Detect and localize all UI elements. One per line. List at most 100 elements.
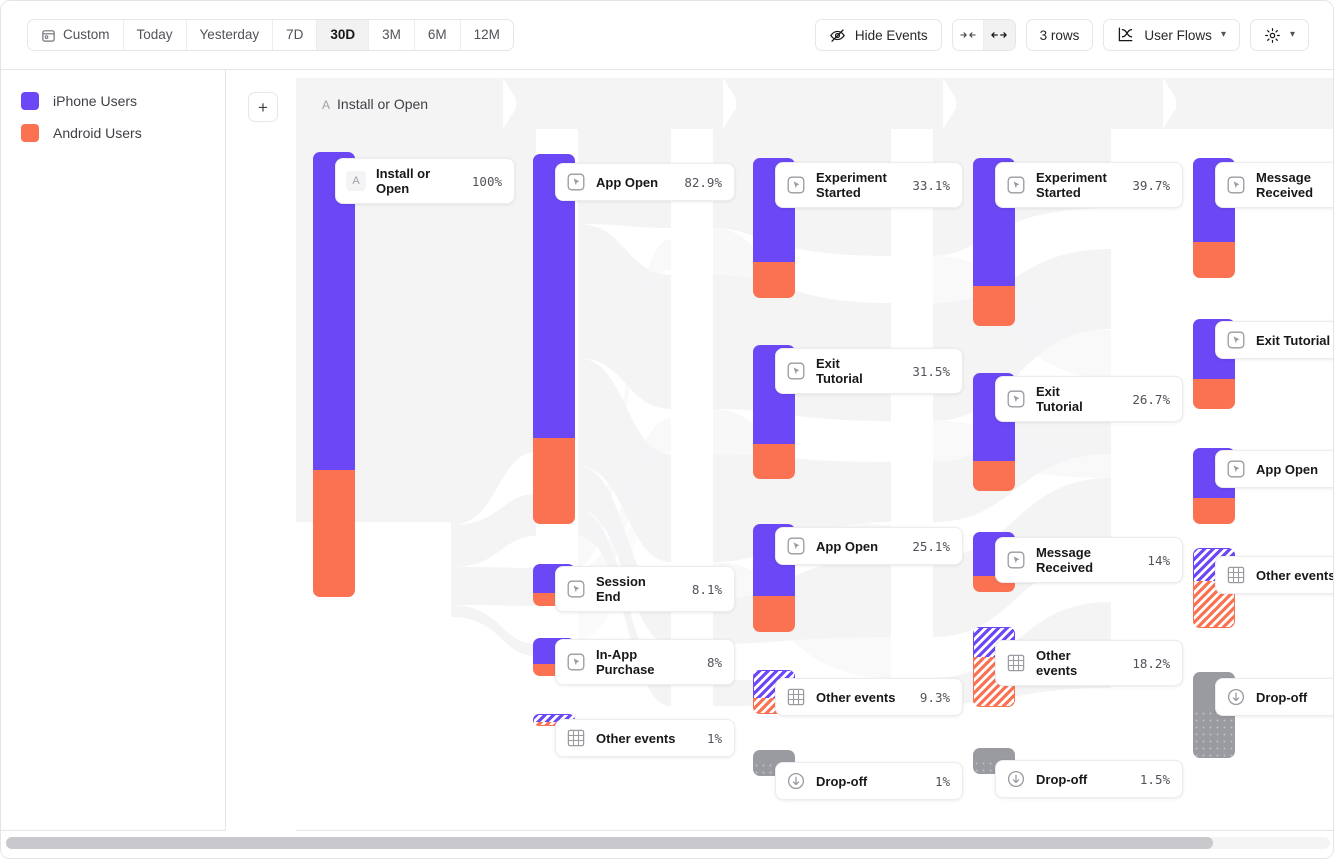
node-label: Message Received <box>1036 545 1094 575</box>
settings-chevron-down-icon: ▾ <box>1289 29 1295 40</box>
node-card[interactable]: Drop-off 1.5% <box>995 760 1183 798</box>
drop-off-icon <box>1227 688 1245 706</box>
event-cursor-icon <box>787 176 805 194</box>
range-custom-label: Custom <box>63 27 110 43</box>
node-percent: 14% <box>1147 552 1170 568</box>
event-cursor-icon <box>1227 331 1245 349</box>
node-card[interactable]: Session End 8.1% <box>555 566 735 612</box>
node-bar[interactable] <box>533 154 575 524</box>
horizontal-scrollbar[interactable] <box>1 830 1333 858</box>
breadcrumb-chevron-3 <box>1163 78 1179 129</box>
node-card[interactable]: Other events 18.2% <box>995 640 1183 686</box>
breadcrumb-step-2[interactable] <box>736 78 958 129</box>
range-6m[interactable]: 6M <box>414 20 461 50</box>
bar-segment-android <box>753 444 795 479</box>
range-3m[interactable]: 3M <box>369 20 415 50</box>
node-percent: 82.9% <box>684 174 722 190</box>
range-today-label: Today <box>136 27 173 43</box>
node-percent: 1% <box>706 730 722 746</box>
breadcrumb-step-1[interactable] <box>516 78 738 129</box>
toolbar-right-group: Hide Events 3 rows <box>814 19 1309 51</box>
rows-selector-button[interactable]: 3 rows <box>1025 19 1094 51</box>
hide-events-label: Hide Events <box>854 27 928 43</box>
node-label: Drop-off <box>1256 689 1308 705</box>
node-card[interactable]: Other events <box>1215 556 1333 594</box>
hide-events-button[interactable]: Hide Events <box>814 19 942 51</box>
node-percent: 8% <box>706 654 722 670</box>
bar-segment-dropoff <box>753 750 795 762</box>
node-card[interactable]: Message Received 14% <box>995 537 1183 583</box>
node-card[interactable]: App Open 82.9% <box>555 163 735 201</box>
node-percent: 39.7% <box>1132 177 1170 193</box>
event-cursor-icon <box>567 653 585 671</box>
event-cursor-icon <box>567 173 585 191</box>
range-yesterday-label: Yesterday <box>199 27 260 43</box>
bar-segment-android <box>973 461 1015 491</box>
node-percent: 8.1% <box>691 581 722 597</box>
bar-segment-android <box>1193 498 1235 524</box>
bar-segment-iphone <box>533 154 575 438</box>
grid-icon <box>567 729 585 747</box>
legend-item-android-users[interactable]: Android Users <box>21 124 225 142</box>
node-card[interactable]: Other events 9.3% <box>775 678 963 716</box>
node-card[interactable]: In-App Purchase 8% <box>555 639 735 685</box>
node-card[interactable]: Exit Tutorial 26.7% <box>995 376 1183 422</box>
range-today[interactable]: Today <box>123 20 187 50</box>
node-card[interactable]: Drop-off <box>1215 678 1333 716</box>
node-percent: 1.5% <box>1139 771 1170 787</box>
node-card[interactable]: Exit Tutorial 31.5% <box>775 348 963 394</box>
range-custom[interactable]: Custom <box>28 20 124 50</box>
range-6m-label: 6M <box>427 27 447 43</box>
range-12m[interactable]: 12M <box>460 20 513 50</box>
node-label: Drop-off <box>816 773 868 789</box>
bar-segment-dropoff-pattern <box>1193 710 1235 758</box>
settings-button[interactable]: ▾ <box>1249 19 1309 51</box>
collapse-width-button[interactable] <box>953 20 984 50</box>
node-percent: 26.7% <box>1132 391 1170 407</box>
breadcrumb-chevron-1 <box>723 78 739 129</box>
legend-item-iphone-users[interactable]: iPhone Users <box>21 92 225 110</box>
breadcrumb-step-3[interactable] <box>956 78 1178 129</box>
legend-label-iphone: iPhone Users <box>53 93 138 109</box>
range-yesterday[interactable]: Yesterday <box>186 20 274 50</box>
node-label: Exit Tutorial <box>816 356 863 386</box>
event-cursor-icon <box>567 580 585 598</box>
node-label: Experiment Started <box>816 170 887 200</box>
range-30d[interactable]: 30D <box>317 20 370 50</box>
node-card[interactable]: Experiment Started 39.7% <box>995 162 1183 208</box>
bar-segment-iphone <box>533 714 575 722</box>
node-label: Other events <box>596 730 676 746</box>
bar-segment-android <box>313 470 355 597</box>
node-percent: 18.2% <box>1132 655 1170 671</box>
scrollbar-thumb[interactable] <box>6 837 1213 849</box>
view-type-selector[interactable]: User Flows ▾ <box>1103 19 1240 51</box>
node-bar[interactable] <box>313 152 355 597</box>
expand-width-button[interactable] <box>983 20 1015 50</box>
letter-a-icon: A <box>346 171 366 191</box>
node-card[interactable]: Message Received <box>1215 162 1333 208</box>
breadcrumb-step-4[interactable] <box>1176 78 1333 129</box>
range-7d-label: 7D <box>286 27 304 43</box>
node-percent: 33.1% <box>912 177 950 193</box>
node-card[interactable]: Experiment Started 33.1% <box>775 162 963 208</box>
node-bar[interactable] <box>1193 672 1235 758</box>
node-bar[interactable] <box>973 158 1015 326</box>
node-bar[interactable] <box>753 524 795 632</box>
width-mode-segmented-control[interactable] <box>951 19 1016 51</box>
node-card[interactable]: Other events 1% <box>555 719 735 757</box>
node-bar[interactable] <box>753 345 795 479</box>
node-card[interactable]: Drop-off 1% <box>775 762 963 800</box>
node-card[interactable]: A Install or Open 100% <box>335 158 515 204</box>
node-card[interactable]: App Open 25.1% <box>775 527 963 565</box>
range-12m-label: 12M <box>473 27 500 43</box>
range-7d[interactable]: 7D <box>273 20 318 50</box>
node-card[interactable]: Exit Tutorial <box>1215 321 1333 359</box>
add-step-button[interactable]: + <box>248 92 278 122</box>
date-range-segmented-control[interactable]: Custom Today Yesterday 7D 30D 3M 6M 12M <box>27 19 514 51</box>
node-percent: 9.3% <box>919 689 950 705</box>
breadcrumb-prefix-0: A <box>322 97 331 112</box>
node-card[interactable]: App Open <box>1215 450 1333 488</box>
breadcrumb-step-0[interactable]: A Install or Open <box>296 78 532 129</box>
node-label: Install or Open <box>376 166 431 196</box>
